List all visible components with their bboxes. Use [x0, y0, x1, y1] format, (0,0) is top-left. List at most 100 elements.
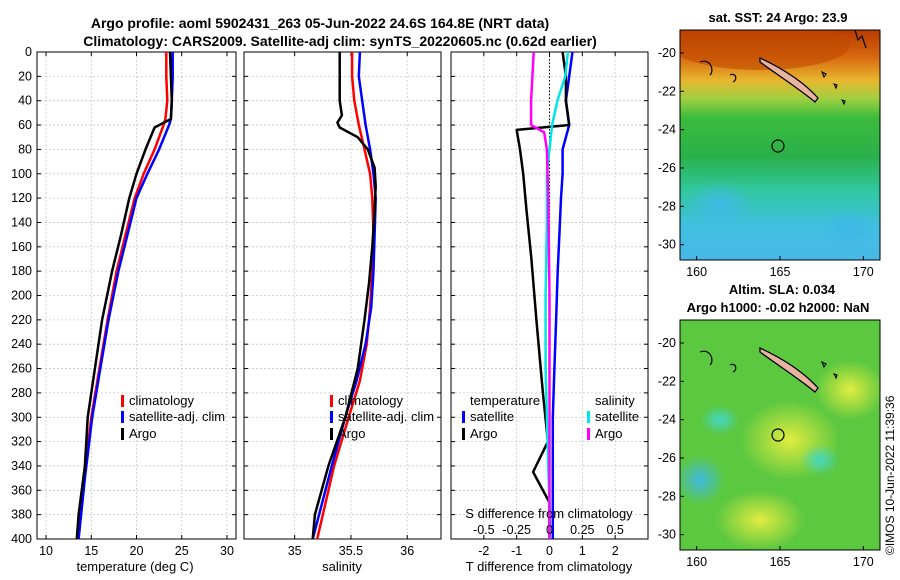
y-tick-label: 360 [11, 483, 32, 497]
map-y-tick-label: -20 [658, 46, 676, 60]
loyalty-islands [820, 360, 838, 380]
title-line-2: Climatology: CARS2009. Satellite-adj cli… [83, 33, 597, 49]
x-tick-label: 30 [220, 544, 234, 558]
temperature-panel: 10 15 20 25 30020406080100120140160180200220… [11, 45, 237, 558]
legend-label-t-argo: Argo [470, 426, 497, 441]
y-tick-label: 260 [11, 362, 32, 376]
map-x-tick-label: 165 [770, 265, 791, 279]
s-difference-tick-label: -0.25 [502, 523, 531, 537]
legend-label-climatology: climatology [129, 393, 195, 408]
loyalty-islands [820, 70, 846, 106]
legend-swatch-s-argo [587, 428, 590, 440]
sla-low-patch [700, 405, 740, 435]
map-y-tick-label: -22 [658, 84, 676, 98]
y-tick-label: 160 [11, 240, 32, 254]
map-x-tick-label: 170 [853, 555, 874, 569]
sla-low-patch [680, 455, 725, 505]
vanuatu-coast [854, 30, 867, 49]
sst-map-axes: 160 165 170 -20 -22 -24 -26 -28 -30 [658, 46, 874, 279]
x-tick-label: 20 [130, 544, 144, 558]
series-line-s-argo [529, 51, 551, 539]
legend-title-temperature: temperature [470, 393, 540, 408]
difference-top-xlabel: S difference from climatology [465, 506, 633, 521]
legend-swatch-climatology [330, 395, 333, 407]
argo-position-marker [771, 428, 785, 442]
y-tick-label: 400 [11, 532, 32, 546]
map-x-tick-label: 165 [770, 555, 791, 569]
y-tick-label: 0 [25, 45, 32, 59]
legend-label-satellite: satellite-adj. clim [129, 409, 225, 424]
legend-swatch-argo [121, 428, 124, 440]
legend-swatch-t-satellite [462, 411, 465, 423]
sla-map-title-2: Argo h1000: -0.02 h2000: NaN [687, 300, 870, 315]
salinity-legend: climatology satellite-adj. clim Argo [330, 393, 434, 441]
y-tick-label: 300 [11, 410, 32, 424]
x-tick-label: 10 [39, 544, 53, 558]
y-tick-label: 40 [18, 94, 32, 108]
map-y-tick-label: -28 [658, 489, 676, 503]
x-tick-label: -2 [478, 544, 489, 558]
sla-map-title-1: Altim. SLA: 0.034 [729, 282, 836, 297]
map-x-tick-label: 160 [686, 555, 707, 569]
sla-low-patch [800, 444, 840, 476]
timestamp: ©IMOS 10-Jun-2022 11:39:36 [883, 395, 897, 555]
islands-coast [699, 60, 737, 83]
s-difference-tick-label: 0.5 [606, 523, 623, 537]
difference-legend: temperature salinity satellite Argo sate… [462, 393, 639, 441]
series-line-argo [311, 52, 377, 540]
legend-swatch-satellite [121, 411, 124, 423]
x-tick-label: 1 [579, 544, 586, 558]
y-tick-label: 180 [11, 264, 32, 278]
map-y-tick-label: -28 [658, 199, 676, 213]
legend-swatch-climatology [121, 395, 124, 407]
sla-map-axes: 160 165 170 -20 -22 -24 -26 -28 -30 [658, 336, 874, 569]
legend-swatch-t-argo [462, 428, 465, 440]
sst-map-title: sat. SST: 24 Argo: 23.9 [709, 10, 848, 25]
sla-high-patch [815, 360, 880, 420]
x-tick-label: 36 [400, 544, 414, 558]
map-y-tick-label: -26 [658, 161, 676, 175]
y-tick-label: 280 [11, 386, 32, 400]
title-line-1: Argo profile: aoml 5902431_263 05-Jun-20… [91, 15, 549, 31]
y-tick-label: 340 [11, 459, 32, 473]
x-tick-label: 35.5 [339, 544, 363, 558]
salinity-xlabel: salinity [322, 559, 362, 574]
y-tick-label: 380 [11, 508, 32, 522]
temperature-xlabel: temperature (deg C) [76, 559, 193, 574]
temperature-legend: climatology satellite-adj. clim Argo [121, 393, 225, 441]
legend-label-s-satellite: satellite [595, 409, 639, 424]
series-line-s-satellite [544, 51, 570, 539]
legend-label-t-satellite: satellite [470, 409, 514, 424]
new-caledonia-land [759, 56, 819, 103]
sla-high-patch [715, 490, 805, 550]
legend-title-salinity: salinity [595, 393, 635, 408]
sst-cool-patch [820, 208, 880, 252]
new-caledonia-land [759, 346, 819, 393]
s-difference-tick-label: 0 [546, 523, 553, 537]
map-x-tick-label: 160 [686, 265, 707, 279]
legend-label-argo: Argo [338, 426, 365, 441]
y-tick-label: 100 [11, 167, 32, 181]
x-tick-label: -1 [511, 544, 522, 558]
x-tick-label: 0 [546, 544, 553, 558]
legend-swatch-s-satellite [587, 411, 590, 423]
map-y-tick-label: -30 [658, 238, 676, 252]
sla-map [680, 320, 880, 550]
x-tick-label: 2 [612, 544, 619, 558]
series-line-argo [75, 51, 174, 540]
legend-swatch-argo [330, 428, 333, 440]
y-tick-label: 20 [18, 69, 32, 83]
y-tick-label: 220 [11, 313, 32, 327]
map-y-tick-label: -24 [658, 413, 676, 427]
y-tick-label: 120 [11, 191, 32, 205]
map-y-tick-label: -22 [658, 374, 676, 388]
x-tick-label: 35 [288, 544, 302, 558]
difference-xlabel: T difference from climatology [466, 559, 633, 574]
sst-warm-patch [680, 30, 850, 70]
map-y-tick-label: -24 [658, 123, 676, 137]
y-tick-label: 60 [18, 118, 32, 132]
sst-cool-patch [685, 180, 755, 230]
salinity-panel: 35 35.5 36 [243, 51, 442, 558]
legend-label-argo: Argo [129, 426, 156, 441]
legend-label-climatology: climatology [338, 393, 404, 408]
